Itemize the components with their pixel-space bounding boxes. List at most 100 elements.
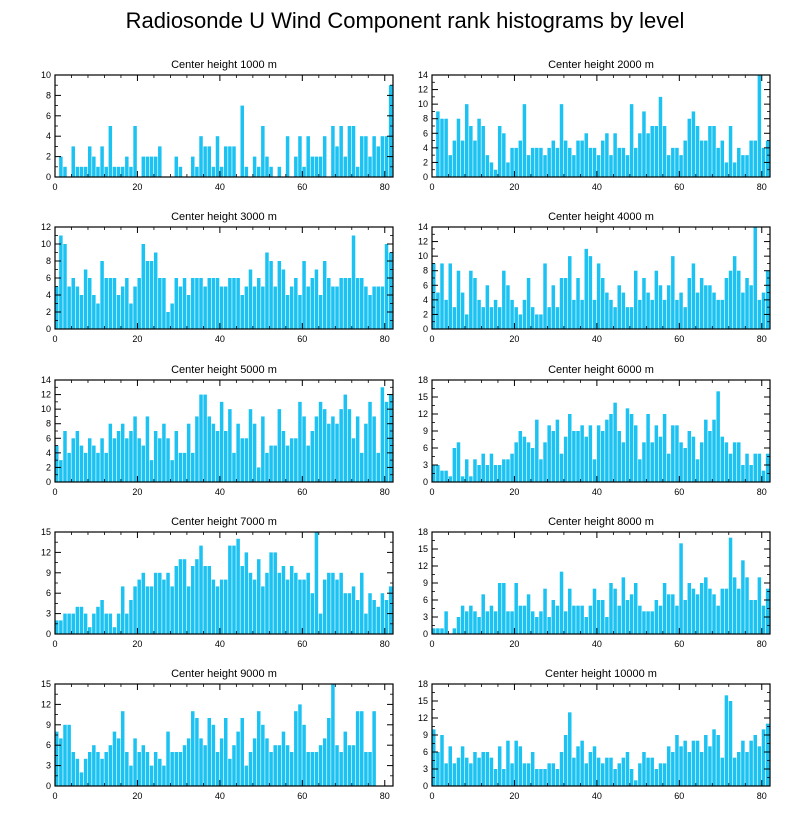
histogram-bar [613, 402, 617, 482]
histogram-bar [166, 572, 170, 634]
histogram-bar [166, 438, 170, 482]
histogram-bar [137, 438, 141, 482]
histogram-bar [199, 545, 203, 634]
histogram-bar [662, 583, 667, 634]
histogram-bar [174, 156, 179, 177]
histogram-bar [580, 740, 584, 786]
histogram-bar [737, 752, 741, 786]
histogram-bar [613, 133, 617, 177]
histogram-bar [596, 155, 601, 177]
histogram-bar [592, 588, 597, 634]
histogram-bar [269, 261, 273, 329]
histogram-bar [526, 594, 531, 634]
histogram-bar [452, 448, 457, 482]
histogram-bar [765, 723, 770, 786]
histogram-bar [55, 286, 59, 329]
histogram-bar [252, 156, 257, 177]
histogram-bar [71, 278, 75, 329]
histogram-bar [96, 606, 100, 634]
histogram-bar [580, 425, 584, 482]
panel-8: Center height 8000 m 0 20 40 60 80 0 3 6 9 12 15 18 [418, 516, 771, 649]
histogram-bar [232, 452, 236, 482]
histogram-bar [232, 745, 236, 786]
histogram-bar [67, 452, 71, 482]
histogram-bar [683, 140, 687, 177]
histogram-bar [277, 166, 282, 177]
panel-4: Center height 4000 m 0 20 40 60 80 0 2 4 6 8 10 12 14 [418, 211, 771, 344]
histogram-bar [87, 438, 92, 482]
histogram-bar [638, 763, 642, 786]
y-tick-label: 14 [418, 222, 428, 232]
histogram-bar [683, 307, 687, 329]
histogram-bar [79, 295, 84, 329]
histogram-bar [613, 588, 617, 634]
histogram-bar [133, 416, 137, 482]
histogram-bar [261, 724, 265, 786]
histogram-bar [741, 740, 745, 786]
y-tick-label: 0 [46, 477, 51, 487]
histogram-bar [765, 588, 770, 634]
histogram-bar [269, 552, 273, 634]
histogram-bar [310, 752, 315, 786]
histogram-bar [712, 729, 716, 786]
histogram-bar [436, 292, 440, 329]
histogram-bar [265, 452, 269, 482]
histogram-bar [691, 436, 696, 482]
histogram-bar [244, 166, 249, 177]
histogram-bar [75, 286, 80, 329]
x-tick-label: 80 [757, 487, 767, 497]
histogram-bar [716, 605, 720, 634]
histogram-bar [285, 136, 290, 177]
histogram-bar [182, 278, 187, 329]
histogram-bar [444, 470, 448, 482]
histogram-bar [302, 724, 306, 786]
histogram-bar [563, 735, 568, 786]
histogram-bar [559, 104, 564, 177]
histogram-bar [191, 156, 195, 177]
histogram-bar [285, 295, 290, 329]
histogram-bar [388, 586, 393, 634]
histogram-bar [576, 140, 580, 177]
histogram-bar [510, 763, 514, 786]
histogram-bar [162, 579, 166, 634]
histogram-bar [75, 758, 80, 786]
y-tick-label: 10 [418, 251, 428, 261]
y-tick-label: 12 [418, 237, 428, 247]
histogram-bar [137, 752, 141, 786]
histogram-bar [195, 559, 199, 634]
histogram-bar [256, 278, 261, 329]
histogram-bar [314, 752, 319, 786]
y-tick-label: 6 [46, 111, 51, 121]
histogram-bar [228, 409, 232, 482]
histogram-bar [92, 445, 96, 482]
histogram-bar [112, 627, 117, 634]
histogram-bar [298, 401, 302, 482]
histogram-bar [92, 613, 96, 634]
histogram-bar [650, 757, 654, 786]
histogram-bar [662, 126, 667, 177]
histogram-bar [125, 156, 129, 177]
y-tick-label: 12 [418, 409, 428, 419]
histogram-bar [712, 292, 716, 329]
x-tick-label: 80 [380, 334, 390, 344]
histogram-bar [584, 436, 589, 482]
histogram-bar [687, 278, 692, 329]
histogram-bar [757, 75, 762, 177]
y-tick-label: 18 [418, 527, 428, 537]
histogram-bar [464, 314, 469, 329]
histogram-bar [456, 118, 461, 177]
histogram-bar [563, 278, 568, 329]
histogram-bar [576, 605, 580, 634]
histogram-bar [716, 391, 720, 482]
histogram-bar [170, 586, 174, 634]
histogram-bar [576, 746, 580, 786]
histogram-bar [551, 763, 556, 786]
histogram-bar [203, 745, 207, 786]
histogram-bar [368, 593, 372, 634]
histogram-bar [477, 465, 481, 482]
histogram-bar [502, 769, 506, 786]
histogram-bar [687, 752, 692, 786]
histogram-bar [732, 577, 737, 634]
x-tick-label: 20 [132, 487, 142, 497]
